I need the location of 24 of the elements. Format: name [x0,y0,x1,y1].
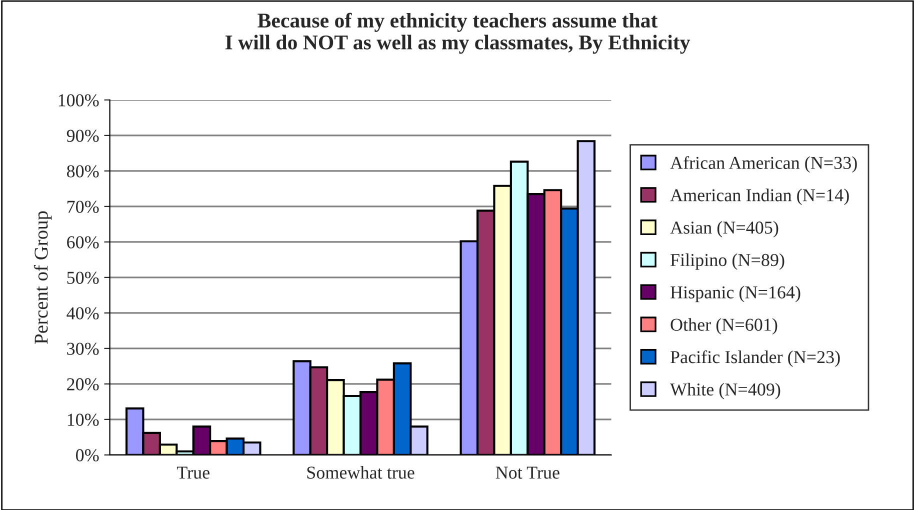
legend-label: Asian (N=405) [670,221,778,238]
legend-label: Hispanic (N=164) [670,286,800,302]
y-tick-label: 20% [67,378,99,390]
legend-label: White (N=409) [670,382,780,400]
chart-title: Because of my ethnicity teachers assume that I will do NOT as well as my classmates, By Ethnicity [225,12,690,54]
y-tick-label: 0% [76,449,99,462]
y-tick-label: 90% [66,130,99,142]
legend-label: Filipino (N=89) [670,253,784,270]
y-tick-label: 40% [66,307,99,320]
x-tick-label: True [176,466,210,479]
legend-label: African American (N=33) [670,156,857,173]
x-tick-label: Not True [496,466,560,479]
y-tick-label: 30% [67,342,99,355]
y-tick-label: 80% [66,165,99,178]
legend-label: American Indian (N=14) [670,188,849,206]
y-axis-title: Percent of Group [34,211,52,344]
x-tick-label: Somewhat true [307,466,414,479]
y-tick-label: 60% [67,236,99,248]
y-tick-label: 50% [67,272,99,284]
y-tick-label: 10% [68,414,99,426]
y-tick-label: 100% [58,94,99,106]
legend-label: Pacific Islander (N=23) [670,350,840,367]
y-tick-label: 70% [67,200,99,213]
legend-label: Other (N=601) [670,318,778,335]
